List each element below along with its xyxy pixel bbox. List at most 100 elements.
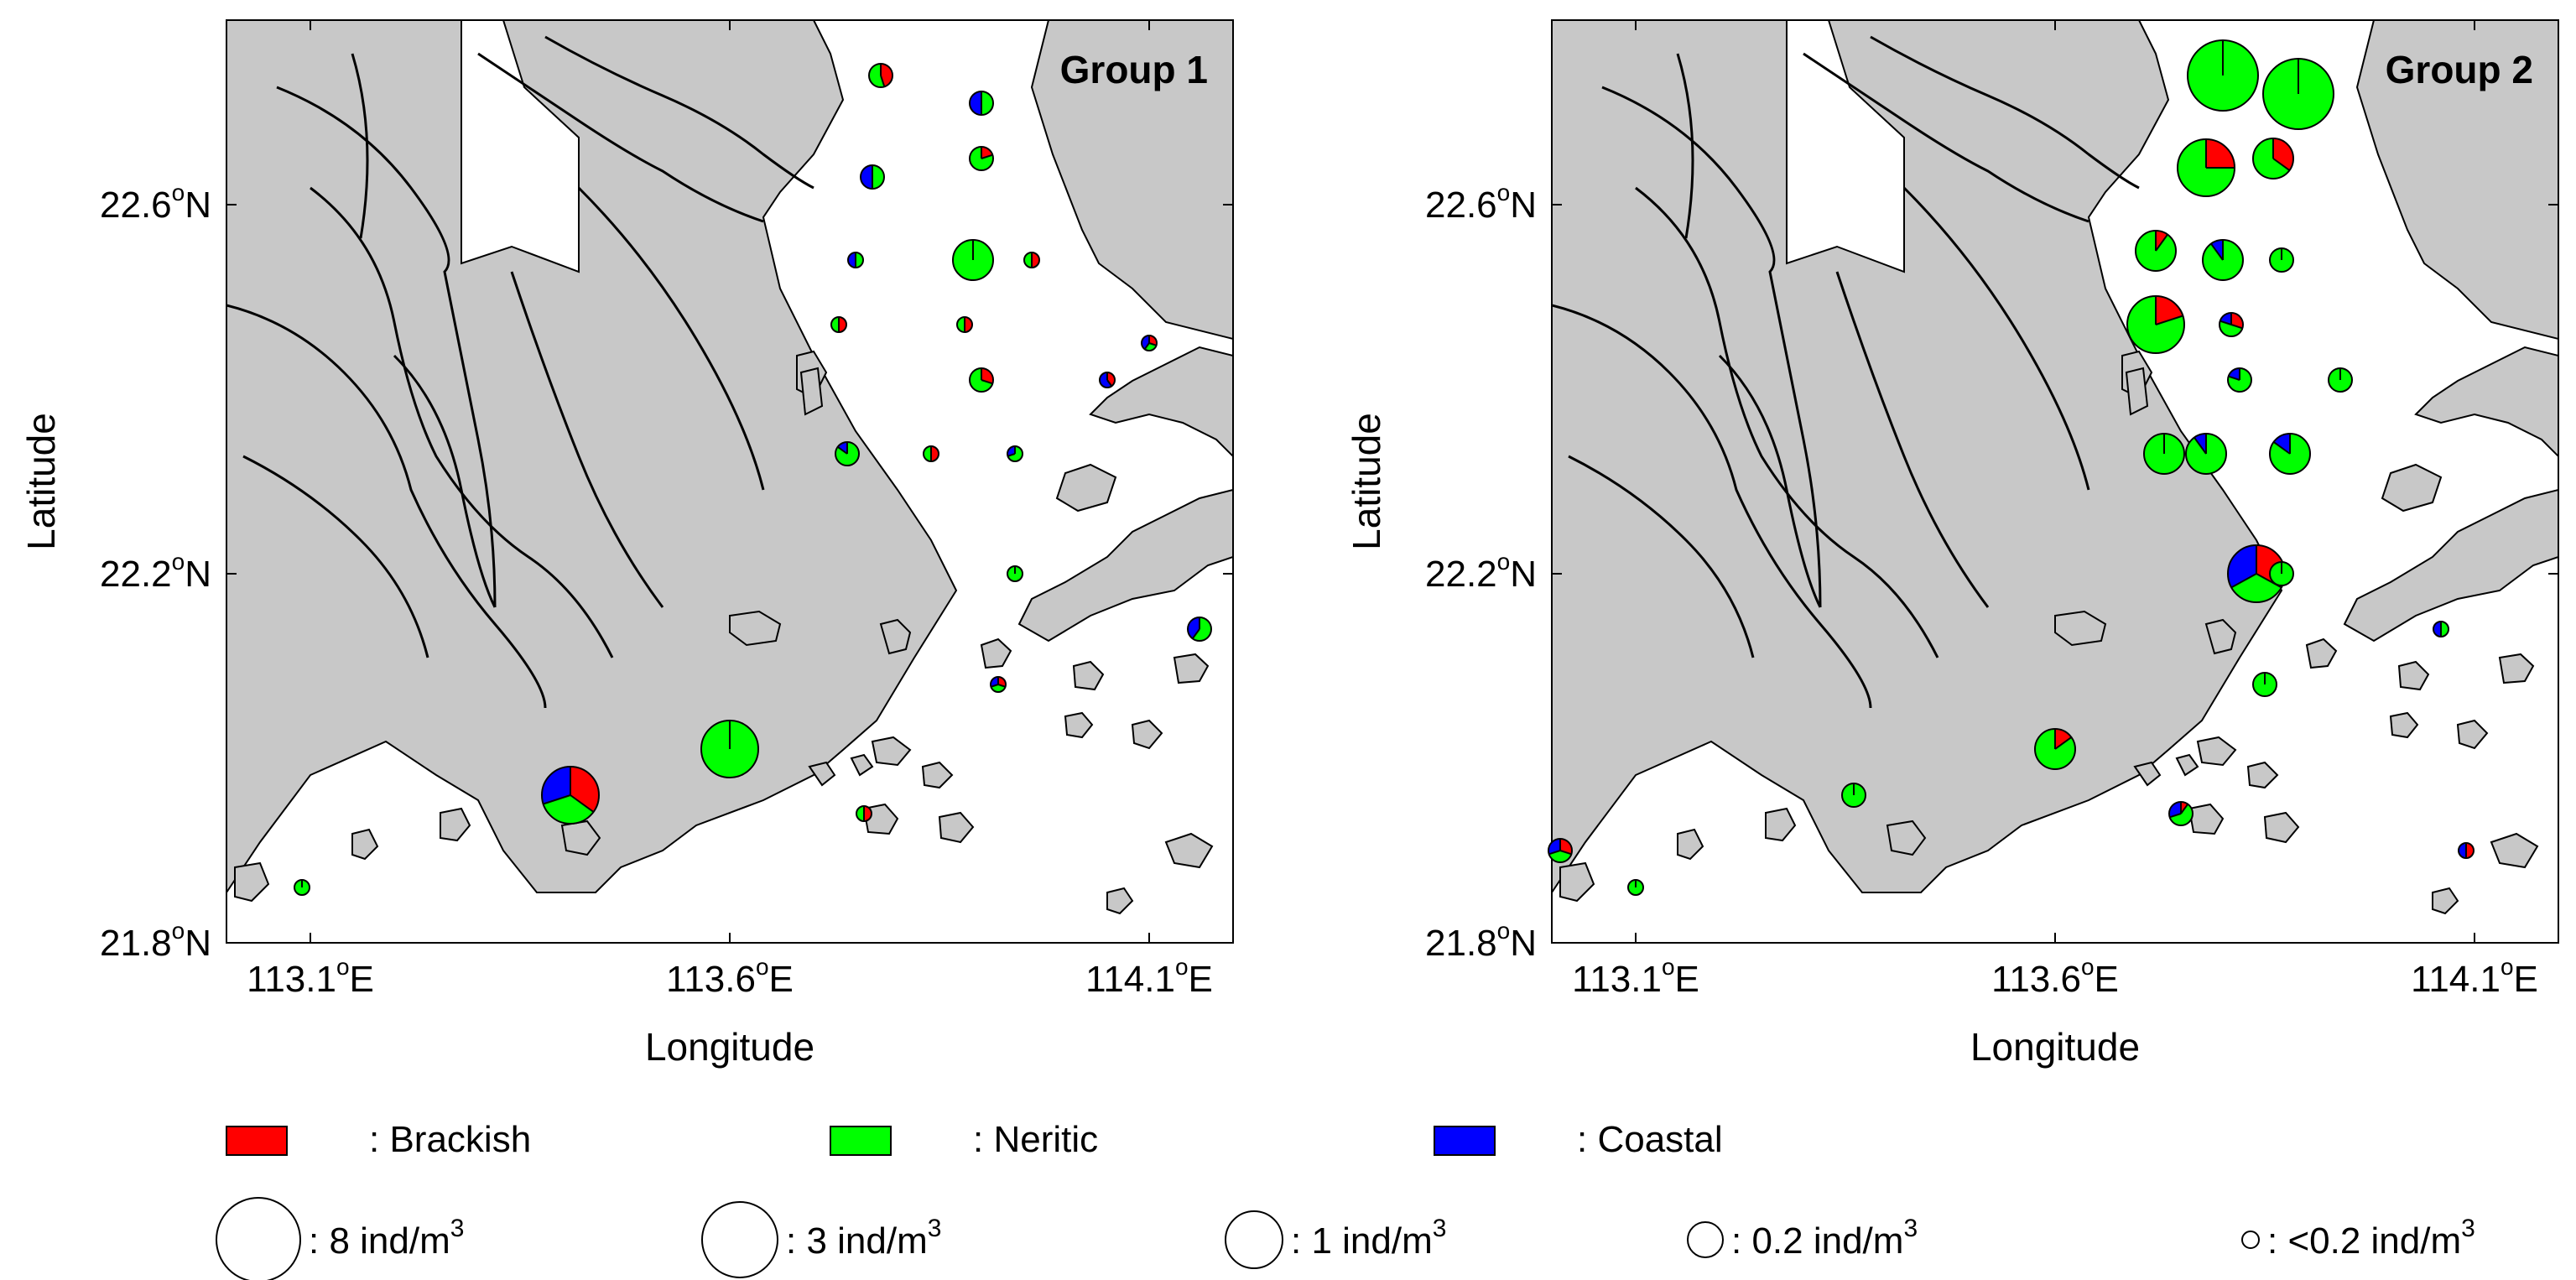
station-pie [830,316,847,333]
station-pie [1141,335,1158,351]
pie-slice-coastal [1188,617,1200,639]
station-pie [2177,138,2235,197]
legend-swatch-brackish [226,1126,288,1156]
pie-divider [2272,441,2291,455]
pie-slice-brackish [2231,313,2243,329]
station-pie [1627,879,1644,896]
legend-size-label: : 8 ind/m3 [309,1215,464,1262]
station-pie [700,720,759,778]
pie-outline [2269,433,2311,475]
pie-slice-neritic [2220,320,2243,336]
pie-slice-brackish [570,767,599,812]
station-pie [2458,842,2475,859]
pie-divider [880,75,886,87]
pie-outline [860,164,885,190]
pie-outline [2187,39,2259,112]
pie-divider [2054,736,2073,750]
legend-size-label: : 0.2 ind/m3 [1731,1215,1918,1262]
pie-outline [990,676,1007,693]
pie-outline [923,445,939,462]
station-pie [2269,433,2311,475]
panel-group-2: 113.1oE 113.6oE 114.1oE 22.6oN 22.2oN 21.8oN L… [1345,19,2559,1069]
pie-outline [830,316,847,333]
station-pie [1841,783,1866,808]
x-axis-label: Longitude [1970,1025,2140,1069]
y-tick-label: 22.6oN [100,180,211,226]
x-tick-label: 114.1oE [2411,954,2538,1000]
pie-divider [981,153,993,159]
pie-outline [1548,838,1573,863]
pie-divider [1106,379,1113,387]
pie-outline [856,805,872,822]
pie-outline [700,720,759,778]
pie-slice-neritic [2253,138,2290,179]
station-pie [1007,565,1023,582]
station-pie [952,239,994,281]
pie-outline [956,316,973,333]
pie-outline [2269,561,2294,586]
y-tick-label: 22.2oN [1425,549,1537,595]
pie-outline [2177,138,2235,197]
pie-outline [2034,728,2076,770]
pie-slice-brackish [1560,839,1572,855]
station-pie [2227,544,2286,603]
pie-outline [541,766,600,825]
pie-slice-brackish [981,368,994,384]
station-pie [1548,838,1573,863]
pie-divider [543,794,571,805]
legend-size-circle [1687,1221,1724,1258]
station-pie [923,445,939,462]
station-pie [1007,445,1023,462]
legend-label-neritic: : Neritic [973,1119,1098,1160]
pie-slice-coastal [861,165,872,189]
pie-slice-neritic [981,91,993,115]
pie-outline [2219,312,2244,337]
pie-divider [1548,850,1561,856]
pie-outline [2185,433,2227,475]
pie-slice-neritic [543,795,594,824]
station-pie [2328,367,2353,393]
station-pie [2126,295,2185,354]
station-pie [1023,252,1040,268]
pie-outline [1007,445,1023,462]
pie-outline [2328,367,2353,393]
pie-divider [2272,158,2291,171]
pie-outline [2458,842,2475,859]
station-pie [541,766,600,825]
pie-divider [981,379,993,385]
x-tick-label: 114.1oE [1085,954,1213,1000]
pie-outline [2227,367,2252,393]
station-pie [2252,672,2277,697]
pie-divider [991,684,999,688]
pie-outline [1023,252,1040,268]
pie-slice-coastal [1100,372,1112,388]
pie-outline [2262,58,2334,130]
x-axis-label: Longitude [645,1025,814,1069]
pie-outline [2433,621,2449,637]
station-pie [860,164,885,190]
station-pie [1187,617,1212,642]
x-tick-label: 113.6oE [1991,954,2119,1000]
pie-divider [1143,342,1150,350]
station-pie [2227,367,2252,393]
pie-outline [969,367,994,393]
pie-outline [2252,672,2277,697]
pie-divider [2230,324,2243,330]
pie-outline [294,879,310,896]
pie-outline [2202,239,2244,281]
legend-label-brackish: : Brackish [369,1119,531,1160]
station-pie [2269,561,2294,586]
pie-divider [2155,315,2183,325]
pie-outline [2135,230,2177,272]
legend-size-label: : <0.2 ind/m3 [2267,1215,2475,1262]
pie-slice-coastal [970,91,981,115]
station-pie [2143,433,2185,475]
station-pie [2262,58,2334,130]
pie-outline [2269,247,2294,273]
pie-divider [837,445,848,455]
pie-slice-neritic [1548,851,1572,863]
station-pie [2433,621,2449,637]
panel-group-1: 113.1oE 113.6oE 114.1oE 22.6oN 22.2oN 21.8oN L… [19,19,1234,1069]
pie-divider [2169,813,2182,819]
station-pie [969,91,994,116]
